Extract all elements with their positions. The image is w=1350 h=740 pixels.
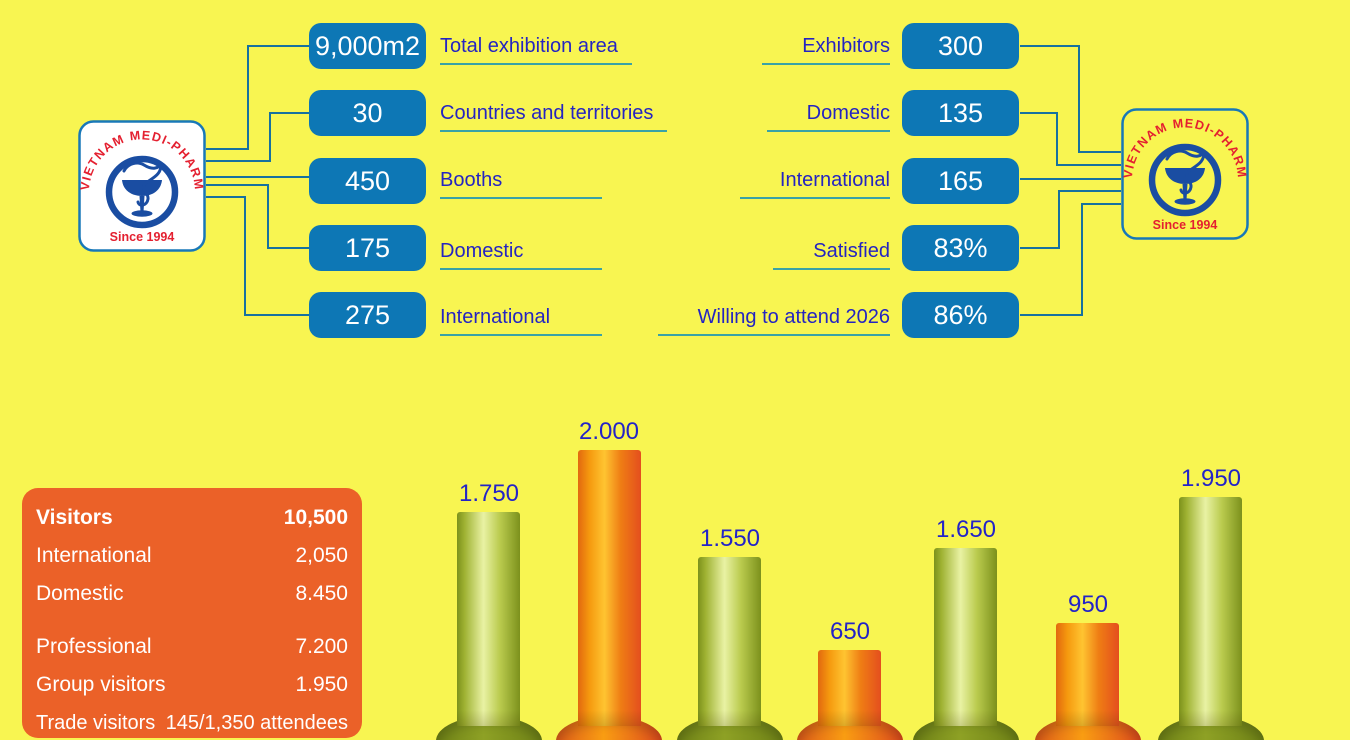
medipharm-logo-left: VIETNAM MEDI-PHARM Since 1994 xyxy=(78,120,206,252)
row-label: Trade visitors xyxy=(36,711,156,734)
visitors-row-total: Visitors 10,500 xyxy=(36,499,348,537)
logo-since-text: Since 1994 xyxy=(1153,218,1218,232)
stat-value: 165 xyxy=(937,165,984,196)
stat-label-text: Countries and territories xyxy=(440,102,668,132)
logo-since-text: Since 1994 xyxy=(110,230,175,244)
stat-label-text: International xyxy=(440,306,602,336)
stat-label-text: Willing to attend 2026 xyxy=(657,306,890,336)
bar-cylinder-1 xyxy=(457,512,520,726)
stat-label-exhibitors: Exhibitors xyxy=(598,35,890,65)
row-label: Professional xyxy=(36,635,152,658)
row-value: 7.200 xyxy=(295,635,348,658)
row-value: 1.950 xyxy=(295,673,348,696)
bar-value-label-6: 950 xyxy=(1067,591,1109,618)
connector-right-5 xyxy=(1020,203,1121,316)
visitors-row-group: Group visitors 1.950 xyxy=(36,666,348,704)
bar-cylinder-4 xyxy=(818,650,881,726)
bar-value-label-7: 1.950 xyxy=(1180,465,1242,492)
connector-left-5 xyxy=(206,196,309,316)
stat-label-willing-2026: Willing to attend 2026 xyxy=(598,306,890,336)
stat-value: 86% xyxy=(933,299,988,330)
stat-box-booths: 450 xyxy=(309,158,426,204)
stat-value: 175 xyxy=(344,232,391,263)
stat-label-text: Exhibitors xyxy=(762,35,890,65)
row-label: Visitors xyxy=(36,506,113,529)
visitors-row-professional: Professional 7.200 xyxy=(36,628,348,666)
stat-label-text: Domestic xyxy=(440,240,602,270)
stat-label-text: Total exhibition area xyxy=(440,35,632,65)
logo-ring xyxy=(1148,143,1222,217)
stat-box-international-exhibitors: 165 xyxy=(902,158,1019,204)
connector-right-1 xyxy=(1020,45,1121,153)
stat-value: 300 xyxy=(937,30,984,61)
bar-value-label-2: 2.000 xyxy=(578,418,640,445)
visitors-row-international: International 2,050 xyxy=(36,537,348,575)
bar-cylinder-7 xyxy=(1179,497,1242,726)
stat-label-text: Domestic xyxy=(766,102,890,132)
stat-label-booths: Booths xyxy=(440,169,602,199)
stat-label-international-booths: International xyxy=(440,306,602,336)
connector-right-4 xyxy=(1020,190,1121,249)
stat-box-exhibition-area: 9,000m2 xyxy=(309,23,426,69)
stat-label-domestic-exhibitors: Domestic xyxy=(598,102,890,132)
stat-label-domestic-booths: Domestic xyxy=(440,240,602,270)
row-label: Group visitors xyxy=(36,673,166,696)
bar-cylinder-2 xyxy=(578,450,641,726)
stat-value: 135 xyxy=(937,97,984,128)
stat-label-international-exhibitors: International xyxy=(598,169,890,199)
row-value: 10,500 xyxy=(283,506,348,529)
row-label: International xyxy=(36,544,152,567)
stat-label-text: International xyxy=(739,169,890,199)
bar-value-label-1: 1.750 xyxy=(458,480,520,507)
bar-cylinder-6 xyxy=(1056,623,1119,726)
stat-box-willing-2026: 86% xyxy=(902,292,1019,338)
stat-box-domestic-booths: 175 xyxy=(309,225,426,271)
row-value: 2,050 xyxy=(295,544,348,567)
medipharm-logo-right: VIETNAM MEDI-PHARM Since 1994 xyxy=(1121,108,1249,240)
bar-cylinder-3 xyxy=(698,557,761,726)
connector-left-2 xyxy=(206,112,309,162)
bar-cylinder-5 xyxy=(934,548,997,726)
bar-value-label-4: 650 xyxy=(829,618,871,645)
stat-box-domestic-exhibitors: 135 xyxy=(902,90,1019,136)
stat-box-satisfied: 83% xyxy=(902,225,1019,271)
stat-value: 275 xyxy=(344,299,391,330)
bowl-of-hygieia-icon xyxy=(122,161,163,217)
row-label: Domestic xyxy=(36,582,124,605)
stat-label-exhibition-area: Total exhibition area xyxy=(440,35,632,65)
logo-card xyxy=(1121,108,1249,240)
bowl-of-hygieia-icon xyxy=(1165,149,1206,205)
connector-left-1 xyxy=(206,45,309,150)
stat-box-international-booths: 275 xyxy=(309,292,426,338)
connector-right-2 xyxy=(1020,112,1121,166)
bar-value-label-5: 1.650 xyxy=(935,516,997,543)
stat-value: 9,000m2 xyxy=(314,30,421,61)
stat-value: 30 xyxy=(352,97,383,128)
stat-box-countries: 30 xyxy=(309,90,426,136)
row-value: 8.450 xyxy=(295,582,348,605)
connector-left-4 xyxy=(206,184,309,249)
visitors-row-trade: Trade visitors 145/1,350 attendees xyxy=(36,704,348,740)
stat-value: 450 xyxy=(344,165,391,196)
visitors-row-domestic: Domestic 8.450 xyxy=(36,575,348,613)
stat-label-countries: Countries and territories xyxy=(440,102,668,132)
stat-box-exhibitors: 300 xyxy=(902,23,1019,69)
logo-ring xyxy=(105,155,179,229)
visitors-summary-panel: Visitors 10,500 International 2,050 Dome… xyxy=(22,488,362,738)
stat-label-text: Satisfied xyxy=(773,240,890,270)
row-value: 145/1,350 attendees xyxy=(165,711,348,734)
stat-label-text: Booths xyxy=(440,169,602,199)
stat-label-satisfied: Satisfied xyxy=(598,240,890,270)
bar-value-label-3: 1.550 xyxy=(699,525,761,552)
stat-value: 83% xyxy=(933,232,988,263)
